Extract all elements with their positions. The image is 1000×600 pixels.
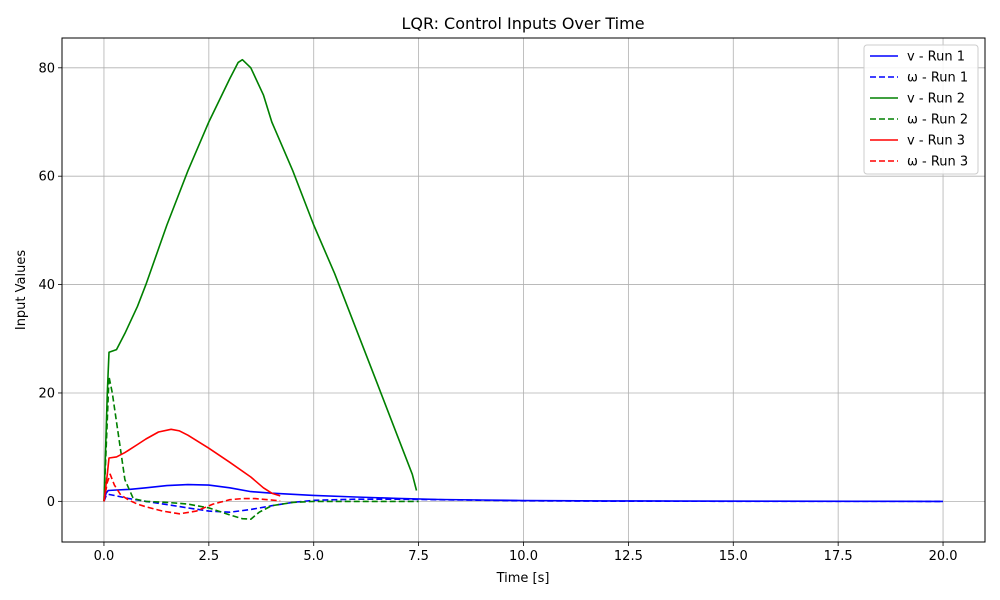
series-line-3 (103, 58, 418, 502)
x-tick-label: 17.5 (824, 549, 853, 564)
x-tick-label: 20.0 (929, 549, 958, 564)
ticks: 0.0 2.5 5.0 7.5 10.0 12.5 15.0 17.5 20.0 0 20 40 60 8… (38, 61, 957, 564)
y-tick-label: 60 (38, 170, 55, 185)
series-line-4 (103, 375, 419, 520)
y-tick-label: 0 (47, 495, 55, 510)
legend-label: v - Run 1 (907, 50, 965, 65)
x-tick-label: 7.5 (408, 549, 429, 564)
x-tick-label: 15.0 (719, 549, 748, 564)
legend-label: ω - Run 2 (907, 113, 968, 128)
y-tick-label: 80 (38, 61, 55, 76)
legend-label: v - Run 2 (907, 92, 965, 107)
x-tick-label: 2.5 (198, 549, 219, 564)
x-axis-label: Time [s] (496, 571, 550, 586)
grid (62, 38, 985, 542)
y-tick-label: 40 (38, 278, 55, 293)
x-tick-label: 10.0 (509, 549, 538, 564)
series-line-2 (103, 493, 944, 513)
legend: v - Run 1 ω - Run 1 v - Run 2 ω - Run 2 v - … (863, 44, 979, 175)
y-tick-label: 20 (38, 386, 55, 401)
x-tick-label: 12.5 (614, 549, 643, 564)
plot-lines (103, 58, 944, 520)
legend-label: ω - Run 3 (907, 155, 968, 170)
series-line-6 (103, 473, 281, 515)
chart-title: LQR: Control Inputs Over Time (401, 14, 644, 33)
series-line-5 (103, 428, 281, 502)
x-tick-label: 0.0 (94, 549, 115, 564)
legend-label: v - Run 3 (907, 134, 965, 149)
legend-label: ω - Run 1 (907, 71, 968, 86)
x-tick-label: 5.0 (303, 549, 324, 564)
y-axis-label: Input Values (14, 250, 29, 330)
